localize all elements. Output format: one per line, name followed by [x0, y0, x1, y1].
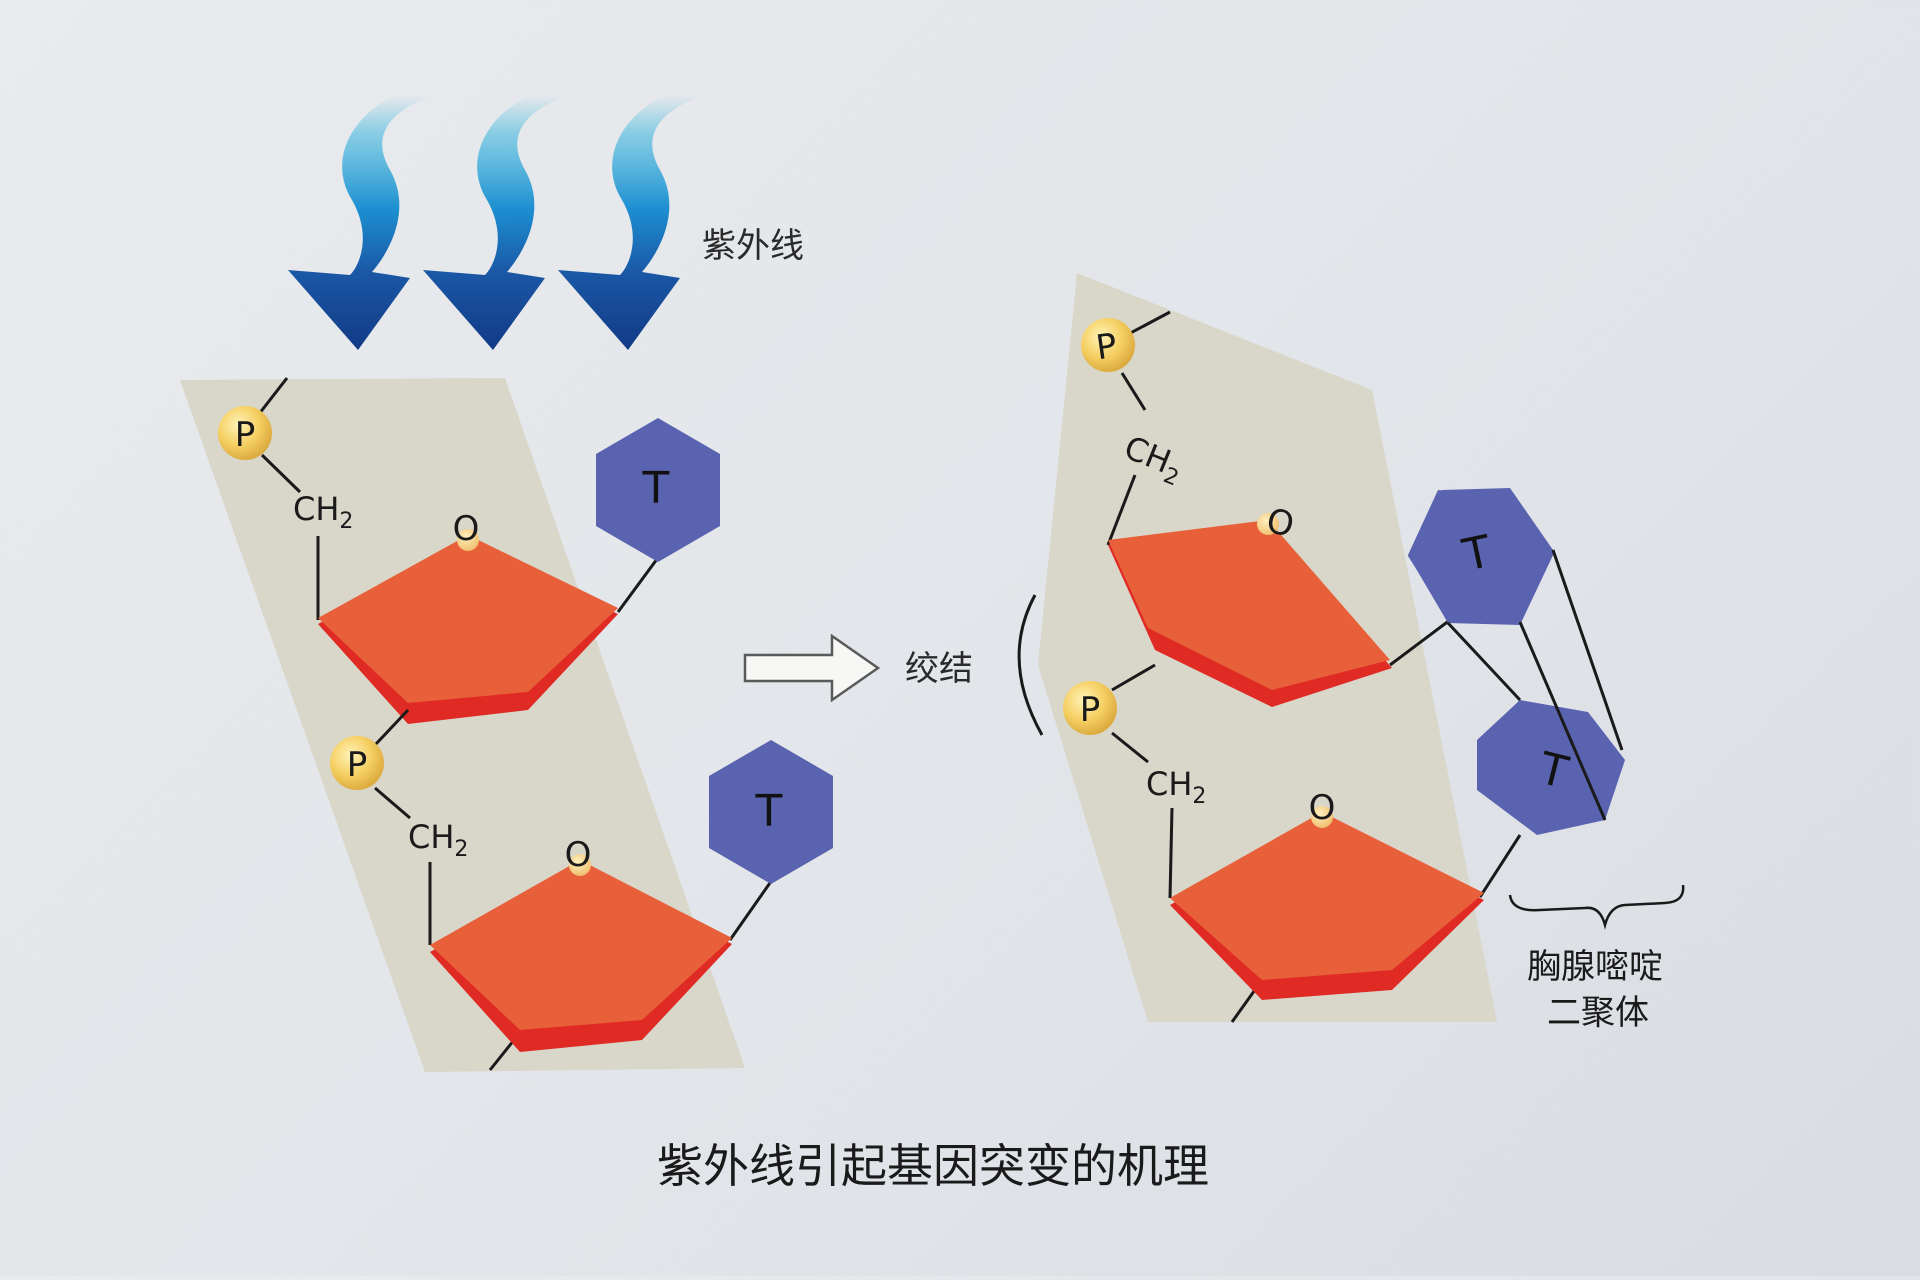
deoxyribose-sugar — [318, 535, 618, 724]
dimer-label-line1: 胸腺嘧啶 — [1527, 947, 1663, 987]
dimer-label-line2: 二聚体 — [1547, 993, 1649, 1033]
uv-label: 紫外线 — [702, 226, 804, 266]
thymine-base: T — [709, 740, 833, 884]
uv-ray-arrow-icon — [558, 95, 705, 350]
ring-oxygen-label: O — [565, 835, 592, 875]
ring-oxygen-label: O — [1309, 788, 1336, 828]
uv-rays: 紫外线 — [288, 95, 804, 350]
phosphate-label: P — [1080, 690, 1101, 730]
normal-dna-strand: O P CH2 T O — [180, 377, 833, 1072]
reaction-arrow: 绞结 — [743, 633, 973, 703]
uv-ray-arrow-icon — [423, 95, 570, 350]
reaction-arrow-icon — [743, 633, 881, 703]
phosphate-label: P — [235, 415, 256, 455]
phosphate-group: P — [330, 736, 384, 790]
ring-oxygen-dot — [457, 529, 479, 551]
uv-ray-arrow-icon — [288, 95, 435, 350]
thymine-label: T — [642, 463, 670, 514]
twist-label: 绞结 — [905, 649, 973, 689]
methylene-label: CH2 — [293, 490, 353, 534]
nucleotide: O P CH2 T — [1063, 681, 1625, 1023]
phosphate-group: P — [218, 406, 272, 460]
phosphate-label: P — [347, 745, 368, 785]
methylene-label: CH2 — [1146, 765, 1206, 809]
phosphate-group: P — [1063, 681, 1117, 735]
thymine-base: T — [596, 418, 720, 562]
deoxyribose-sugar — [1108, 520, 1392, 707]
ring-oxygen-label: O — [453, 509, 480, 549]
deoxyribose-sugar — [430, 860, 732, 1052]
methylene-label: CH2 — [408, 818, 468, 862]
nucleotide: O P CH2 T — [218, 377, 720, 724]
dimer-brace — [1508, 884, 1685, 930]
ring-oxygen-dot — [1257, 513, 1279, 535]
figure-caption: 紫外线引起基因突变的机理 — [657, 1139, 1209, 1193]
nucleotide: O P CH2 T — [330, 736, 833, 1071]
ring-oxygen-dot — [1311, 806, 1333, 828]
thymine-base: T — [1408, 488, 1555, 625]
kink-bracket — [1017, 594, 1044, 736]
thymine-base: T — [1477, 700, 1625, 835]
thymine-label: T — [755, 786, 783, 837]
dimer-bonds — [1446, 549, 1624, 821]
phosphate-group: P — [1081, 318, 1135, 372]
deoxyribose-sugar — [1170, 812, 1484, 1000]
damaged-dna-strand: O P CH2 T O — [1017, 273, 1685, 1033]
ring-oxygen-dot — [569, 854, 591, 876]
